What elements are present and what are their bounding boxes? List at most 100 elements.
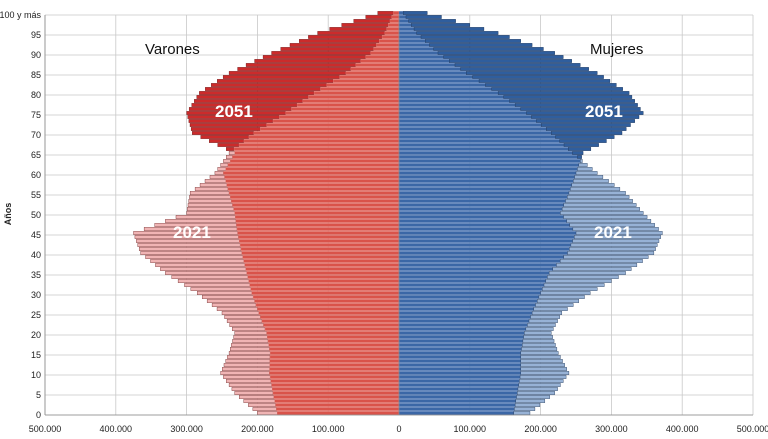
bar-female (398, 159, 581, 163)
bar-female (398, 207, 563, 211)
bar-male-outer (204, 179, 226, 183)
bar-male (251, 291, 400, 295)
bar-female-outer (514, 407, 536, 411)
bar-male (231, 199, 400, 203)
bar-male-outer (245, 63, 356, 67)
bar-male-outer (232, 339, 269, 343)
bar-male-outer (199, 91, 315, 95)
bar-male-outer (252, 407, 277, 411)
bar-female (398, 127, 547, 131)
bar-female (398, 147, 569, 151)
bar-female-outer (413, 27, 485, 31)
bar-male (308, 95, 400, 99)
y-tick-label: 45 (31, 230, 41, 240)
bar-male (225, 167, 400, 171)
male-2021-label: 2021 (173, 223, 211, 242)
bar-female (398, 31, 417, 35)
bar-female-outer (572, 179, 609, 183)
bar-female-outer (556, 263, 638, 267)
bar-female (398, 343, 523, 347)
bar-male-outer (220, 371, 270, 375)
bar-female (398, 191, 570, 195)
bar-male-outer (209, 175, 225, 179)
bar-female-outer (520, 107, 641, 111)
bar-male (269, 347, 400, 351)
bar-female-outer (437, 51, 555, 55)
bar-female-outer (546, 127, 627, 131)
bar-male (279, 115, 400, 119)
bar-male (235, 219, 400, 223)
bar-male (285, 111, 400, 115)
bar-female (398, 163, 579, 167)
bar-male-outer (231, 343, 269, 347)
bar-male-outer (221, 311, 259, 315)
bar-male-outer (155, 263, 245, 267)
bar-female-outer (520, 351, 559, 355)
bar-female (398, 79, 480, 83)
bar-female-outer (536, 119, 635, 123)
bar-male-outer (228, 383, 272, 387)
x-tick-label: 200.000 (524, 424, 557, 434)
bar-male-outer (257, 411, 278, 415)
bar-male-outer (205, 87, 321, 91)
bar-female (398, 131, 552, 135)
bar-female (398, 199, 566, 203)
bar-male-outer (140, 251, 242, 255)
bar-female-outer (531, 115, 640, 119)
bar-male (253, 131, 400, 135)
bar-male-outer (199, 183, 227, 187)
bar-male (248, 135, 400, 139)
bar-female (398, 235, 575, 239)
bar-female-outer (519, 375, 567, 379)
bar-female-outer (563, 143, 599, 147)
bar-male (235, 215, 400, 219)
bar-male-outer (234, 391, 274, 395)
bar-male (269, 367, 400, 371)
bar-female-outer (449, 59, 572, 63)
bar-female-outer (572, 227, 659, 231)
bar-male-outer (211, 83, 327, 87)
bar-female-outer (522, 343, 556, 347)
bar-female-outer (520, 359, 563, 363)
y-tick-label: 55 (31, 190, 41, 200)
x-tick-label: 0 (396, 424, 401, 434)
bar-female (398, 27, 415, 31)
bar-male (236, 223, 400, 227)
bar-male-outer (271, 51, 371, 55)
bar-female (398, 39, 426, 43)
bar-female-outer (563, 215, 648, 219)
bar-male-outer (145, 255, 243, 259)
x-tick-label: 300.000 (595, 424, 628, 434)
bar-female (398, 403, 516, 407)
bar-male (355, 63, 400, 67)
bar-female-outer (514, 103, 638, 107)
bar-male-outer (217, 79, 334, 83)
bar-female (398, 55, 444, 59)
bar-male (345, 71, 400, 75)
bar-male-outer (227, 355, 271, 359)
bar-female (398, 171, 577, 175)
bar-female-outer (408, 19, 456, 23)
bar-female (398, 311, 533, 315)
bar-female-outer (572, 151, 584, 155)
bar-female-outer (560, 211, 644, 215)
bar-female-outer (542, 287, 598, 291)
bar-female-outer (577, 167, 593, 171)
bar-male-outer (209, 139, 245, 143)
bar-male (242, 255, 400, 259)
bar-female-outer (530, 315, 560, 319)
bar-male (365, 55, 400, 59)
bar-female-outer (575, 171, 598, 175)
bar-female (398, 319, 530, 323)
bar-female-outer (520, 355, 561, 359)
bar-female-outer (520, 371, 570, 375)
bar-female-outer (540, 291, 591, 295)
bar-male-outer (254, 59, 361, 63)
bar-male-outer (262, 55, 366, 59)
bar-male-outer (138, 247, 242, 251)
bar-male (250, 287, 400, 291)
bar-male (257, 307, 400, 311)
bar-male (234, 211, 400, 215)
bar-female-outer (566, 219, 652, 223)
bar-female-outer (563, 255, 649, 259)
